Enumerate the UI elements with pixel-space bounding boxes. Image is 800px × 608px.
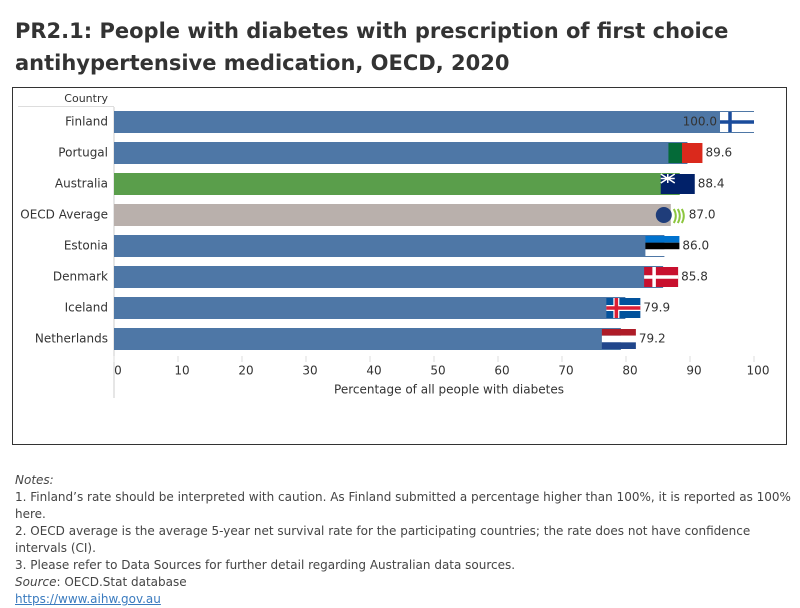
flag — [645, 236, 680, 243]
flag — [645, 242, 680, 250]
flag — [601, 335, 636, 343]
note: 1. Finland’s rate should be interpreted … — [15, 490, 791, 521]
flag — [606, 306, 641, 310]
chart-title: PR2.1: People with diabetes with prescri… — [15, 19, 728, 43]
x-tick-label: 70 — [558, 364, 573, 378]
note: 3. Please refer to Data Sources for furt… — [15, 558, 516, 572]
x-tick-label: 100 — [747, 364, 770, 378]
x-tick-label: 30 — [302, 364, 317, 378]
category-label: Denmark — [53, 270, 108, 284]
value-label: 87.0 — [689, 208, 716, 222]
flag — [645, 249, 680, 256]
category-label: Netherlands — [35, 332, 108, 346]
chart: PR2.1: People with diabetes with prescri… — [12, 19, 787, 445]
x-tick-label: 90 — [686, 364, 701, 378]
bar — [114, 235, 665, 257]
value-label: 88.4 — [698, 177, 725, 191]
x-tick-label: 80 — [622, 364, 637, 378]
category-axis-label: Country — [64, 92, 108, 105]
x-tick-label: 60 — [494, 364, 509, 378]
value-label: 85.8 — [681, 270, 708, 284]
flag — [644, 275, 679, 279]
link[interactable]: https://www.aihw.gov.au — [15, 592, 161, 606]
x-tick-label: 40 — [366, 364, 381, 378]
value-label: 79.2 — [639, 332, 666, 346]
value-label: 79.9 — [643, 301, 670, 315]
flag — [720, 120, 754, 124]
bar — [114, 297, 626, 319]
bar — [114, 266, 664, 288]
flag — [655, 207, 672, 223]
bar — [114, 142, 688, 164]
notes-heading: Notes: — [15, 473, 54, 487]
bar — [114, 173, 680, 195]
notes: Notes: 1. Finland’s rate should be inter… — [15, 472, 800, 608]
value-label: 86.0 — [682, 239, 709, 253]
x-tick-label: 10 — [174, 364, 189, 378]
flag — [601, 342, 636, 349]
bar — [114, 204, 671, 226]
chart-frame — [12, 87, 787, 445]
flag — [672, 208, 685, 224]
category-label: Estonia — [64, 239, 108, 253]
chart-title-line2: antihypertensive medication, OECD, 2020 — [15, 51, 509, 75]
x-tick-label: 50 — [430, 364, 445, 378]
flag — [601, 329, 636, 336]
value-label: 89.6 — [705, 146, 732, 160]
category-label: Iceland — [65, 301, 108, 315]
category-label: Australia — [55, 177, 108, 191]
flag — [682, 143, 703, 163]
flag — [660, 173, 676, 184]
value-label: 100.0 — [683, 115, 717, 129]
flag — [668, 143, 683, 163]
bar — [114, 328, 621, 350]
bar — [114, 111, 754, 133]
category-label: OECD Average — [20, 208, 108, 222]
note: 2. OECD average is the average 5-year ne… — [15, 524, 751, 555]
x-tick-label: 20 — [238, 364, 253, 378]
x-tick-label: 0 — [114, 364, 122, 378]
source: : OECD.Stat database — [56, 575, 187, 589]
source-label: Source — [15, 575, 57, 589]
category-label: Portugal — [58, 146, 108, 160]
x-axis-label: Percentage of all people with diabetes — [334, 383, 564, 397]
category-label: Finland — [65, 115, 108, 129]
